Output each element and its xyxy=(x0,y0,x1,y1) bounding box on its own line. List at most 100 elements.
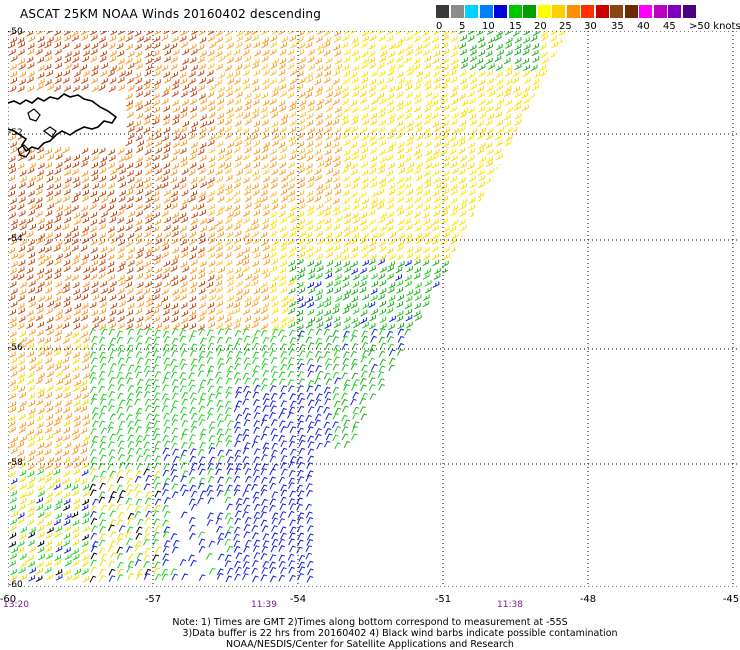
wind-barb xyxy=(98,547,106,555)
wind-barb xyxy=(172,113,180,121)
wind-barb xyxy=(486,78,494,85)
wind-barb xyxy=(451,128,459,135)
wind-barb xyxy=(451,232,459,239)
wind-barb xyxy=(405,146,413,154)
wind-barb xyxy=(152,308,159,315)
wind-barb xyxy=(343,212,351,219)
wind-barb xyxy=(117,383,125,391)
wind-barb xyxy=(53,428,61,435)
wind-barb xyxy=(368,349,375,357)
wind-barb xyxy=(9,268,17,275)
wind-barb xyxy=(251,567,258,575)
wind-barb xyxy=(332,141,340,149)
wind-barb xyxy=(261,183,269,190)
wind-barb xyxy=(361,251,369,259)
wind-barb xyxy=(197,56,205,64)
wind-barb xyxy=(145,370,152,378)
wind-barb xyxy=(189,43,197,51)
wind-barb xyxy=(35,428,43,436)
wind-barb xyxy=(280,231,288,239)
wind-barb xyxy=(387,265,394,272)
wind-barb xyxy=(396,147,404,154)
wind-barb xyxy=(163,169,170,176)
wind-barb xyxy=(162,316,170,323)
wind-barb xyxy=(315,365,322,372)
wind-barb xyxy=(116,519,123,527)
wind-barb xyxy=(53,519,61,526)
wind-barb xyxy=(342,198,350,205)
wind-barb xyxy=(44,337,51,344)
wind-barb xyxy=(269,575,277,583)
wind-barb xyxy=(315,134,323,141)
wind-barb xyxy=(127,384,135,392)
wind-barb xyxy=(171,378,179,386)
wind-barb xyxy=(406,31,413,35)
wind-barb xyxy=(505,37,513,44)
wind-barb xyxy=(28,258,35,266)
wind-barb xyxy=(243,162,251,170)
wind-barb xyxy=(135,238,143,245)
wind-barb xyxy=(368,62,376,70)
legend-swatch xyxy=(552,5,565,18)
wind-barb xyxy=(71,205,79,212)
wind-barb xyxy=(171,327,179,335)
wind-barb xyxy=(407,162,414,170)
wind-barb xyxy=(36,170,44,177)
wind-barb xyxy=(153,433,161,441)
wind-barb xyxy=(162,324,170,331)
wind-barb xyxy=(199,441,206,449)
wind-barb xyxy=(378,383,385,391)
wind-barb xyxy=(379,280,387,287)
wind-barb xyxy=(9,337,17,344)
wind-barb xyxy=(26,246,34,253)
wind-barb xyxy=(28,175,36,183)
wind-barb xyxy=(152,379,159,386)
wind-barb xyxy=(143,554,150,562)
wind-barb xyxy=(350,252,358,259)
wind-barb xyxy=(55,512,62,520)
wind-barb xyxy=(216,336,224,344)
wind-barb xyxy=(341,414,348,422)
wind-barb xyxy=(530,35,538,42)
wind-barb xyxy=(458,93,466,100)
wind-barb xyxy=(90,287,98,295)
wind-barb xyxy=(323,64,331,71)
wind-barb xyxy=(326,287,333,295)
wind-barb xyxy=(350,238,358,245)
wind-barb xyxy=(180,343,187,350)
wind-barb xyxy=(362,294,369,301)
wind-barb xyxy=(289,435,297,443)
wind-barb xyxy=(37,65,45,72)
wind-barb xyxy=(450,35,458,43)
wind-barb xyxy=(126,454,134,462)
wind-barb xyxy=(287,162,295,169)
wind-barb xyxy=(260,433,268,441)
wind-barb xyxy=(298,77,306,85)
wind-barb xyxy=(36,307,44,315)
wind-barb xyxy=(450,209,458,217)
wind-barb xyxy=(127,572,135,580)
wind-barb xyxy=(28,154,35,162)
wind-barb xyxy=(289,490,296,498)
wind-barb xyxy=(379,358,387,366)
wind-barb xyxy=(369,162,377,169)
wind-barb xyxy=(224,316,232,323)
wind-barb xyxy=(9,184,16,191)
wind-barb xyxy=(80,230,88,238)
wind-barb xyxy=(298,434,306,442)
wind-barb xyxy=(334,58,342,65)
wind-barb xyxy=(486,43,493,51)
wind-barb xyxy=(100,50,107,57)
wind-barb xyxy=(235,433,243,441)
wind-barb xyxy=(116,330,124,338)
wind-barb xyxy=(172,289,179,296)
wind-barb xyxy=(199,105,207,112)
wind-barb xyxy=(244,539,252,547)
wind-barb xyxy=(449,148,457,155)
wind-barb xyxy=(71,274,79,281)
wind-barb xyxy=(243,357,251,364)
wind-barb xyxy=(415,44,423,51)
wind-barb xyxy=(8,380,16,387)
wind-barb xyxy=(71,511,79,518)
wind-barb xyxy=(145,343,153,351)
